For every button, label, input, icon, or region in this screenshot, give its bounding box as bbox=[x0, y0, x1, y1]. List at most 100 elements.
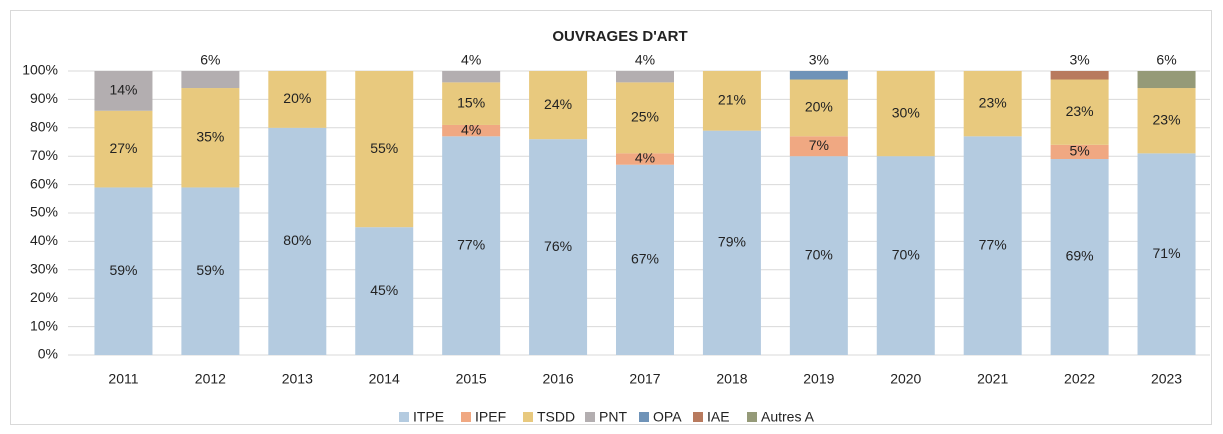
bar-segment bbox=[268, 71, 327, 128]
bar-segment bbox=[789, 156, 848, 355]
data-label: 23% bbox=[979, 94, 1007, 110]
bar-segment bbox=[616, 82, 674, 154]
data-label: 76% bbox=[544, 238, 572, 254]
bar-segment bbox=[94, 187, 153, 355]
data-label: 20% bbox=[805, 99, 833, 115]
y-tick-label: 60% bbox=[30, 175, 58, 191]
legend-label: IAE bbox=[707, 409, 730, 425]
bar-segment bbox=[963, 136, 1022, 355]
data-label: 6% bbox=[200, 52, 220, 68]
bar-segment bbox=[181, 88, 240, 188]
bar-segment bbox=[442, 71, 501, 83]
data-label: 59% bbox=[196, 262, 224, 278]
bar-segment bbox=[702, 71, 761, 131]
data-label: 4% bbox=[461, 121, 481, 137]
bar-segment bbox=[181, 187, 240, 355]
data-label: 5% bbox=[1069, 143, 1089, 159]
y-tick-label: 70% bbox=[30, 147, 58, 163]
bar-segment bbox=[789, 71, 848, 80]
data-label: 14% bbox=[109, 82, 137, 98]
data-label: 30% bbox=[892, 104, 920, 120]
bar-segment bbox=[1137, 153, 1196, 355]
x-tick-label: 2017 bbox=[629, 371, 660, 387]
data-label: 67% bbox=[631, 251, 659, 267]
x-tick-label: 2021 bbox=[977, 371, 1008, 387]
data-label: 6% bbox=[1156, 52, 1176, 68]
y-tick-label: 40% bbox=[30, 232, 58, 248]
legend-swatch bbox=[639, 412, 649, 422]
x-tick-label: 2018 bbox=[716, 371, 747, 387]
bar-segment bbox=[702, 130, 761, 355]
bar-segment bbox=[529, 71, 588, 140]
data-label: 20% bbox=[283, 90, 311, 106]
bar-segment bbox=[442, 124, 501, 137]
bar-segment bbox=[616, 71, 674, 83]
y-tick-label: 30% bbox=[30, 261, 58, 277]
bar-segment bbox=[789, 136, 848, 157]
x-tick-label: 2012 bbox=[195, 371, 226, 387]
data-label: 25% bbox=[631, 109, 659, 125]
bar-segment bbox=[876, 71, 935, 157]
legend-swatch bbox=[399, 412, 409, 422]
y-tick-label: 0% bbox=[38, 346, 58, 362]
data-label: 4% bbox=[461, 52, 481, 68]
legend-swatch bbox=[461, 412, 471, 422]
data-label: 45% bbox=[370, 282, 398, 298]
data-label: 55% bbox=[370, 140, 398, 156]
y-tick-label: 50% bbox=[30, 204, 58, 220]
legend-swatch bbox=[523, 412, 533, 422]
y-tick-label: 80% bbox=[30, 119, 58, 135]
data-label: 23% bbox=[1153, 111, 1181, 127]
data-label: 15% bbox=[457, 94, 485, 110]
data-label: 59% bbox=[109, 262, 137, 278]
bar-segment bbox=[1050, 159, 1109, 355]
data-label: 77% bbox=[457, 236, 485, 252]
bar-segment bbox=[442, 82, 501, 125]
x-tick-label: 2023 bbox=[1151, 371, 1182, 387]
data-label: 70% bbox=[892, 246, 920, 262]
data-label: 79% bbox=[718, 234, 746, 250]
y-tick-label: 20% bbox=[30, 289, 58, 305]
bar-segment bbox=[529, 139, 588, 355]
legend-swatch bbox=[693, 412, 703, 422]
x-tick-label: 2015 bbox=[456, 371, 487, 387]
data-label: 35% bbox=[196, 128, 224, 144]
legend-label: OPA bbox=[653, 409, 682, 425]
x-tick-label: 2020 bbox=[890, 371, 921, 387]
chart-title: OUVRAGES D'ART bbox=[552, 28, 687, 45]
data-label: 69% bbox=[1066, 248, 1094, 264]
data-label: 23% bbox=[1066, 103, 1094, 119]
bar-segment bbox=[355, 71, 414, 228]
legend-swatch bbox=[747, 412, 757, 422]
bar-segment bbox=[355, 227, 414, 355]
legend-label: ITPE bbox=[413, 409, 444, 425]
bar-segment bbox=[1137, 88, 1196, 154]
data-label: 71% bbox=[1153, 245, 1181, 261]
data-label: 3% bbox=[1069, 52, 1089, 68]
data-label: 24% bbox=[544, 96, 572, 112]
data-label: 7% bbox=[809, 137, 829, 153]
x-tick-label: 2014 bbox=[369, 371, 400, 387]
legend-label: IPEF bbox=[475, 409, 506, 425]
bar-segment bbox=[442, 136, 501, 355]
bar-segment bbox=[876, 156, 935, 355]
bar-segment bbox=[616, 153, 674, 165]
legend-label: TSDD bbox=[537, 409, 575, 425]
bar-segment bbox=[1137, 71, 1196, 89]
y-tick-label: 90% bbox=[30, 90, 58, 106]
bar-segment bbox=[181, 71, 240, 89]
bar-segment bbox=[1050, 144, 1109, 160]
data-label: 70% bbox=[805, 246, 833, 262]
data-label: 4% bbox=[635, 52, 655, 68]
bar-segment bbox=[1050, 79, 1109, 145]
bar-segment bbox=[268, 127, 327, 355]
bar-segment bbox=[616, 164, 674, 355]
y-tick-label: 100% bbox=[22, 62, 58, 78]
legend-label: Autres A bbox=[761, 409, 815, 425]
x-tick-label: 2016 bbox=[542, 371, 573, 387]
data-label: 77% bbox=[979, 236, 1007, 252]
x-tick-label: 2011 bbox=[108, 371, 138, 387]
y-tick-label: 10% bbox=[30, 317, 58, 333]
legend-label: PNT bbox=[599, 409, 627, 425]
